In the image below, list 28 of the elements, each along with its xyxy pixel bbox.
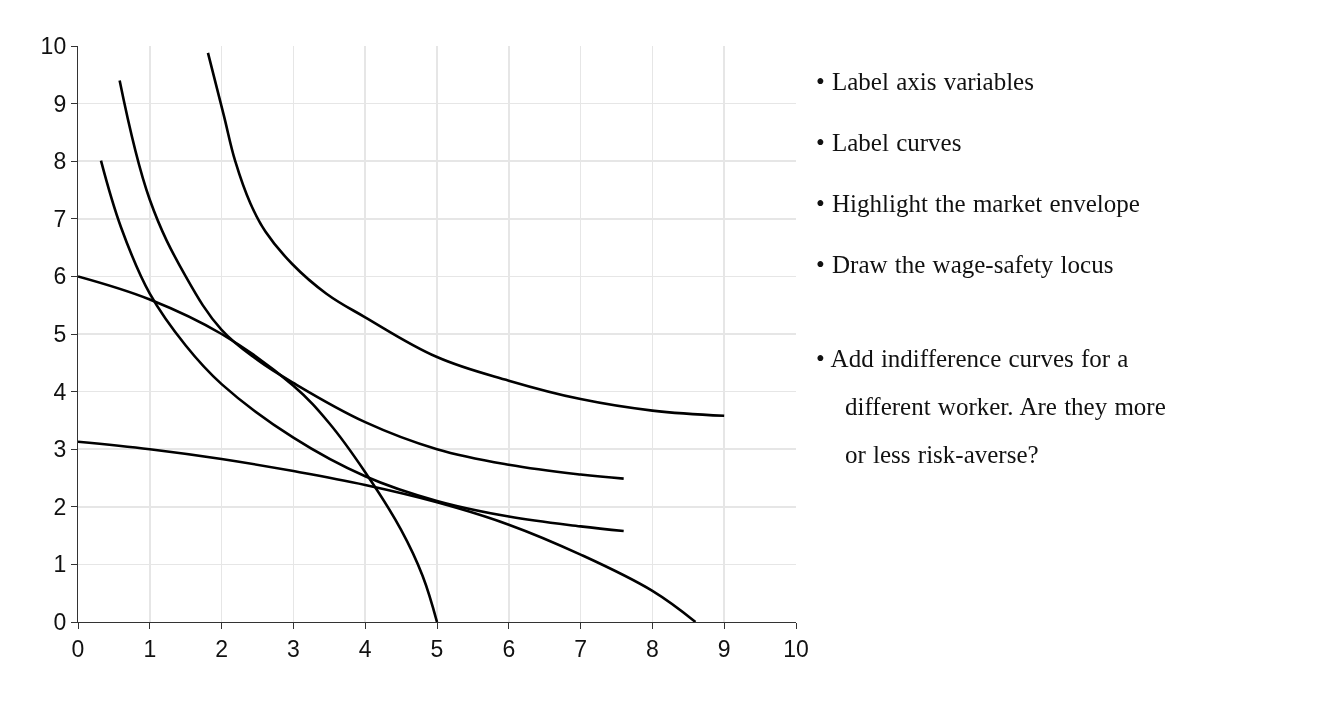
- x-tick-label: 0: [71, 635, 85, 662]
- y-tick-label: 9: [53, 90, 67, 117]
- x-tick-label: 7: [574, 635, 587, 662]
- y-tick-label: 8: [53, 148, 67, 175]
- y-tick-label: 10: [40, 33, 67, 60]
- line-series: [206, 51, 726, 418]
- x-tick-label: 9: [717, 635, 731, 662]
- text: • Label axis variables: [816, 67, 1035, 97]
- x-tick-label: 4: [358, 635, 372, 662]
- y-tick-label: 1: [53, 551, 67, 578]
- text: • Label curves: [816, 128, 963, 158]
- x-tick-label: 5: [430, 635, 444, 662]
- x-tick-label: 8: [646, 635, 659, 662]
- x-tick-label: 3: [287, 635, 300, 662]
- y-tick-label: 3: [53, 436, 67, 463]
- y-tick-label: 4: [53, 378, 67, 405]
- x-tick-label: 6: [502, 635, 516, 662]
- x-tick-label: 2: [215, 635, 228, 662]
- y-tick-label: 2: [53, 493, 67, 520]
- x-tick-label: 1: [143, 635, 157, 662]
- y-tick-label: 5: [53, 321, 67, 348]
- y-tick-label: 6: [53, 263, 67, 290]
- x-tick-label: 10: [783, 635, 809, 662]
- y-tick-label: 0: [53, 609, 67, 636]
- text: • Draw the wage-safety locus: [816, 250, 1115, 280]
- text: • Highlight the market envelope: [816, 189, 1141, 219]
- y-tick-label: 7: [53, 205, 67, 232]
- text: • Add indifference curves for a different worker. Are they more or less risk-averse?: [816, 344, 1167, 470]
